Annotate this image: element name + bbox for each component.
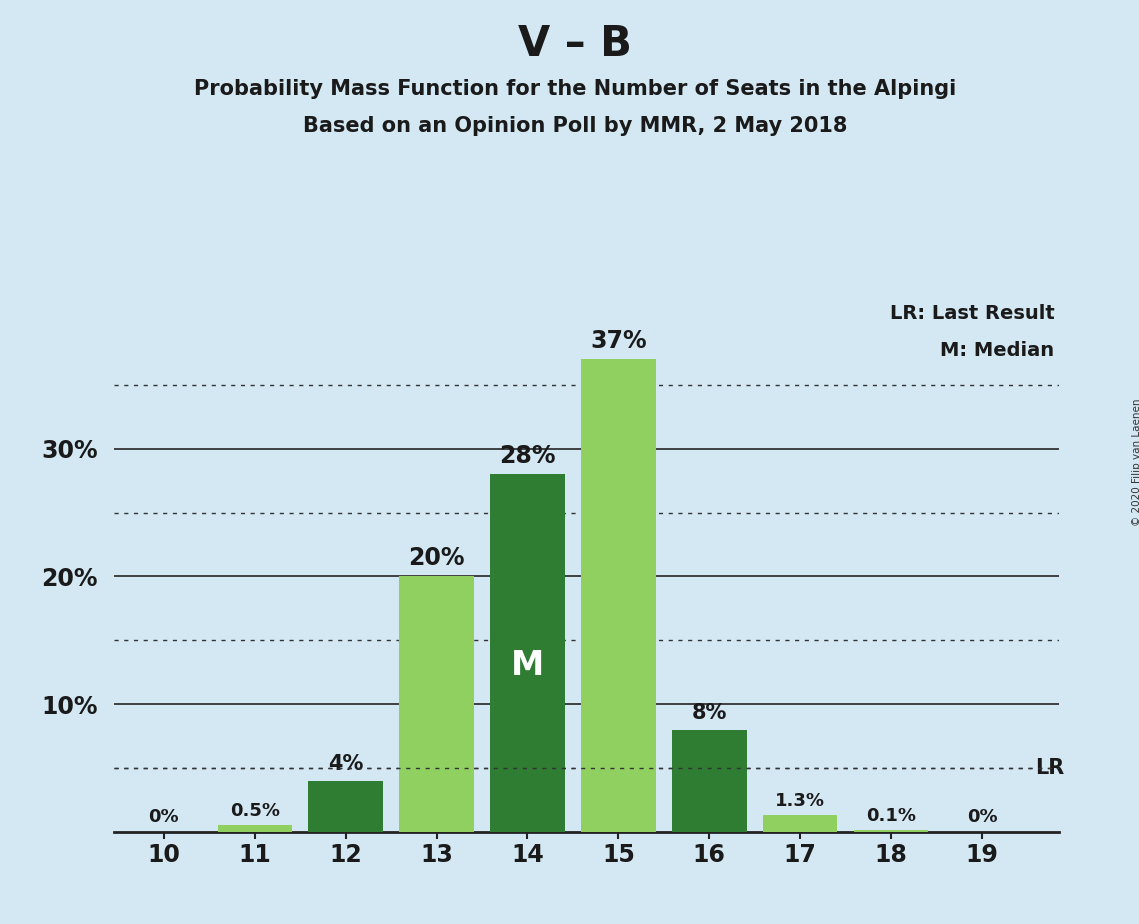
Bar — [672, 730, 746, 832]
Text: 0.5%: 0.5% — [230, 802, 280, 821]
Text: 28%: 28% — [499, 444, 556, 468]
Bar — [218, 825, 292, 832]
Bar — [309, 781, 383, 832]
Bar — [490, 474, 565, 832]
Text: LR: Last Result: LR: Last Result — [890, 304, 1055, 322]
Text: 1.3%: 1.3% — [776, 792, 825, 810]
Text: M: M — [511, 650, 544, 682]
Bar — [581, 359, 656, 832]
Text: Based on an Opinion Poll by MMR, 2 May 2018: Based on an Opinion Poll by MMR, 2 May 2… — [303, 116, 847, 136]
Text: V – B: V – B — [518, 23, 632, 65]
Text: 0%: 0% — [967, 808, 998, 826]
Text: M: Median: M: Median — [941, 341, 1055, 360]
Text: 0.1%: 0.1% — [866, 808, 916, 825]
Bar — [763, 815, 837, 832]
Text: 20%: 20% — [409, 546, 465, 570]
Text: 37%: 37% — [590, 329, 647, 353]
Text: © 2020 Filip van Laenen: © 2020 Filip van Laenen — [1132, 398, 1139, 526]
Text: 8%: 8% — [691, 703, 727, 723]
Bar — [400, 577, 474, 832]
Text: Probability Mass Function for the Number of Seats in the Alpingi: Probability Mass Function for the Number… — [194, 79, 957, 99]
Bar — [854, 831, 928, 832]
Text: 4%: 4% — [328, 754, 363, 774]
Text: 0%: 0% — [148, 808, 179, 826]
Text: LR: LR — [1034, 758, 1064, 778]
